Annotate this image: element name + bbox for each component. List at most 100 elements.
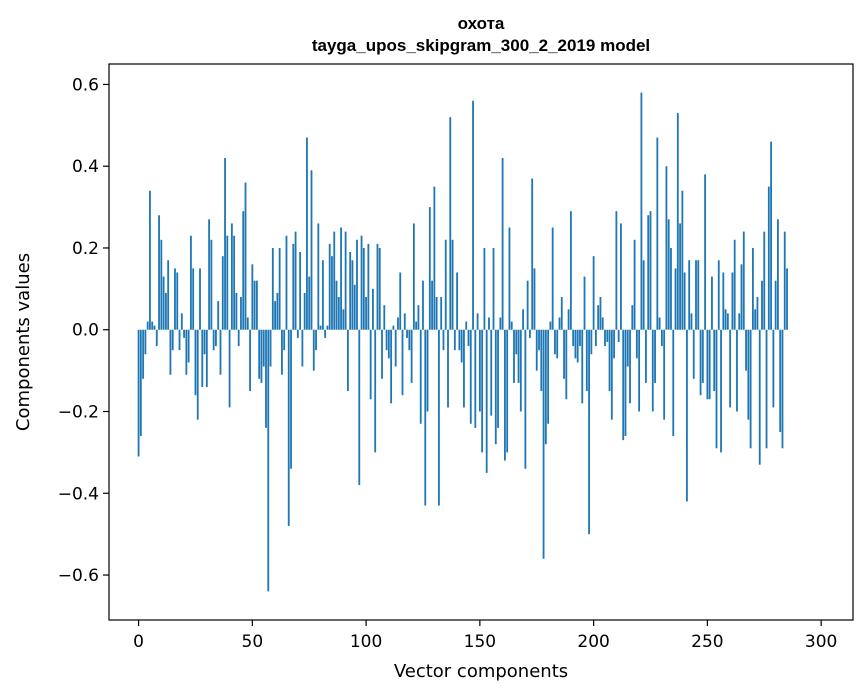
bar	[692, 329, 695, 379]
bar	[406, 329, 408, 338]
bar	[583, 276, 586, 330]
bar	[781, 329, 784, 449]
bar	[774, 280, 777, 330]
bar	[224, 158, 226, 330]
bar	[615, 211, 618, 330]
bar	[683, 272, 686, 330]
bar	[515, 329, 518, 355]
bar	[656, 137, 659, 330]
bar	[376, 243, 379, 330]
y-tick-label: 0.4	[72, 157, 99, 177]
bar	[267, 329, 270, 592]
bar	[686, 329, 688, 502]
x-axis-ticks: 0 50 100 150 200 250 300	[133, 620, 837, 652]
bar	[215, 329, 217, 347]
bar	[394, 329, 397, 367]
bar	[221, 256, 224, 330]
bar	[255, 280, 258, 330]
bar	[626, 329, 629, 367]
bar	[233, 235, 236, 330]
bar	[299, 252, 302, 330]
bar	[697, 260, 700, 330]
bar	[217, 301, 220, 330]
bar	[403, 313, 406, 330]
bar	[162, 276, 165, 330]
bar	[199, 268, 201, 330]
bar	[638, 329, 641, 412]
bar	[310, 170, 313, 330]
bar	[647, 215, 650, 330]
bar	[588, 329, 590, 535]
bar	[501, 158, 504, 330]
bar	[783, 231, 786, 330]
bar	[531, 178, 534, 330]
bar	[731, 272, 734, 330]
bar	[635, 329, 638, 359]
bar	[676, 113, 679, 330]
bar	[681, 190, 684, 330]
bar	[142, 329, 145, 379]
bar	[483, 247, 486, 330]
x-tick-label: 250	[691, 632, 723, 652]
bar	[508, 227, 511, 330]
bar	[319, 325, 322, 330]
bar	[524, 329, 527, 469]
x-tick-label: 0	[133, 632, 144, 652]
bar	[164, 292, 167, 330]
bar	[294, 231, 297, 330]
bar	[733, 239, 736, 330]
bar	[201, 329, 204, 387]
bar	[174, 268, 176, 330]
bar	[467, 329, 470, 347]
bar	[544, 329, 547, 445]
bar	[242, 211, 245, 330]
bar	[281, 329, 283, 375]
bar	[444, 239, 447, 330]
bar	[230, 223, 233, 330]
x-tick-label: 50	[242, 632, 264, 652]
bar	[449, 117, 452, 330]
bar	[533, 268, 536, 330]
bar	[704, 174, 707, 330]
bar	[144, 329, 147, 355]
bar	[283, 329, 286, 351]
bar	[324, 329, 327, 338]
bar	[763, 231, 766, 330]
bar	[645, 329, 647, 383]
bar	[579, 329, 581, 347]
bar	[742, 231, 745, 330]
bar	[745, 329, 747, 371]
x-tick-label: 200	[577, 632, 609, 652]
bar	[167, 260, 170, 330]
bar	[715, 329, 718, 449]
bar	[340, 227, 342, 330]
bar	[567, 309, 570, 330]
bar	[401, 329, 404, 396]
bar	[356, 239, 358, 330]
bar	[353, 284, 356, 330]
bar	[460, 329, 463, 363]
bar	[526, 280, 529, 330]
bar	[171, 329, 174, 351]
bar	[751, 247, 754, 330]
bar	[276, 292, 279, 330]
y-tick-label: 0.6	[72, 75, 99, 95]
bar	[660, 329, 663, 347]
y-tick-label: −0.6	[58, 566, 99, 586]
bar	[765, 329, 768, 449]
bar	[724, 309, 727, 330]
bar	[758, 329, 761, 465]
bar	[599, 297, 602, 330]
bar	[695, 260, 697, 330]
bar	[151, 321, 154, 330]
bar	[476, 313, 479, 330]
bar	[629, 329, 631, 404]
bar	[601, 317, 604, 330]
bar	[608, 329, 611, 392]
bar	[428, 207, 431, 330]
bar	[399, 272, 402, 330]
bar	[542, 329, 545, 559]
bars-layer	[137, 92, 788, 592]
bar	[412, 223, 415, 330]
bar	[308, 276, 311, 330]
